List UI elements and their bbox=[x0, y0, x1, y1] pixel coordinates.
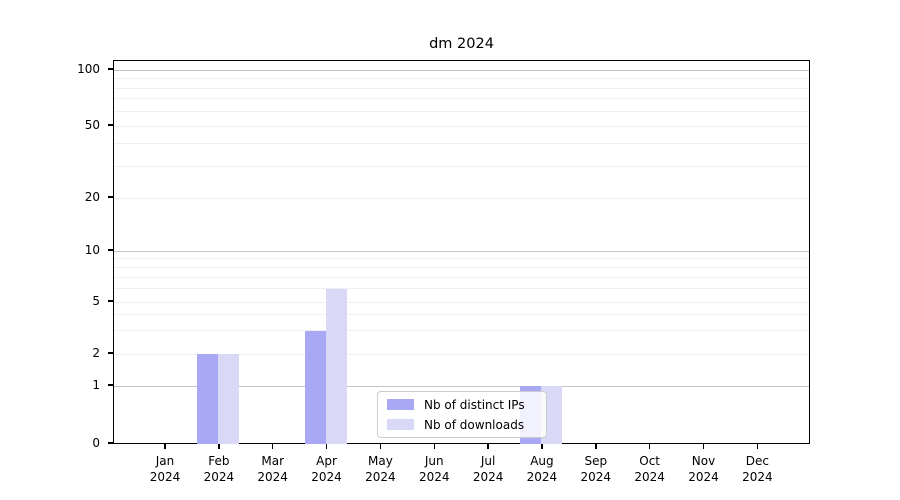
x-tick bbox=[487, 444, 489, 449]
x-tick-month: Jan bbox=[155, 454, 175, 468]
y-minor-gridline bbox=[114, 330, 809, 332]
legend-label-distinct-ips: Nb of distinct IPs bbox=[424, 397, 525, 412]
x-tick-label: Jun 2024 bbox=[402, 453, 466, 485]
x-tick-year: 2024 bbox=[149, 470, 181, 484]
x-tick-label: Jul 2024 bbox=[456, 453, 520, 485]
y-minor-gridline bbox=[114, 314, 809, 316]
x-tick bbox=[164, 444, 166, 449]
x-tick bbox=[648, 444, 651, 449]
y-tick-label: 0 bbox=[92, 436, 100, 450]
legend: Nb of distinct IPs Nb of downloads bbox=[377, 391, 547, 438]
x-tick bbox=[702, 444, 705, 449]
y-tick bbox=[108, 352, 113, 354]
x-tick-month: Nov bbox=[691, 454, 716, 468]
legend-label-downloads: Nb of downloads bbox=[424, 417, 525, 432]
plot-area bbox=[113, 60, 810, 444]
legend-item-distinct-ips: Nb of distinct IPs bbox=[387, 396, 537, 413]
y-minor-gridline bbox=[114, 143, 809, 145]
x-tick bbox=[271, 444, 274, 449]
y-minor-gridline bbox=[114, 165, 809, 167]
y-tick-label: 2 bbox=[92, 346, 100, 360]
x-tick-month: Oct bbox=[639, 454, 661, 468]
x-tick-year: 2024 bbox=[742, 470, 773, 484]
y-tick-label: 20 bbox=[84, 190, 100, 204]
y-minor-gridline bbox=[114, 301, 809, 303]
x-tick-label: Oct 2024 bbox=[618, 453, 682, 485]
y-tick bbox=[108, 442, 113, 444]
x-tick bbox=[218, 444, 220, 449]
x-tick-year: 2024 bbox=[526, 470, 558, 484]
y-tick bbox=[108, 249, 113, 251]
x-tick bbox=[325, 444, 328, 449]
x-tick-label: Apr 2024 bbox=[295, 453, 359, 485]
y-tick bbox=[108, 196, 113, 198]
y-minor-gridline bbox=[114, 98, 809, 100]
y-major-gridline bbox=[114, 385, 809, 387]
x-tick-year: 2024 bbox=[365, 470, 396, 484]
bar-distinct-ips bbox=[305, 330, 327, 444]
y-major-gridline bbox=[114, 69, 809, 71]
y-tick-label: 50 bbox=[84, 118, 100, 132]
y-minor-gridline bbox=[114, 78, 809, 79]
x-tick-year: 2024 bbox=[634, 470, 665, 484]
x-tick bbox=[541, 444, 543, 449]
x-tick-year: 2024 bbox=[472, 470, 504, 484]
x-tick-label: Dec 2024 bbox=[725, 453, 789, 485]
chart-title: dm 2024 bbox=[429, 36, 494, 52]
x-tick bbox=[756, 444, 759, 449]
x-tick-label: Jan 2024 bbox=[133, 453, 197, 485]
x-tick-year: 2024 bbox=[580, 470, 612, 484]
bar-downloads bbox=[218, 354, 240, 444]
y-tick-label: 10 bbox=[84, 243, 100, 257]
y-minor-gridline bbox=[114, 288, 809, 290]
y-major-gridline bbox=[114, 250, 809, 252]
legend-swatch-downloads bbox=[387, 419, 414, 430]
x-tick-year: 2024 bbox=[688, 470, 719, 484]
y-tick bbox=[108, 124, 113, 126]
x-tick-month: Aug bbox=[530, 454, 554, 468]
x-tick-month: Jul bbox=[480, 454, 496, 468]
y-tick bbox=[108, 300, 113, 302]
bar-downloads bbox=[326, 288, 348, 444]
bar-distinct-ips bbox=[197, 354, 219, 444]
y-tick bbox=[108, 384, 113, 386]
x-tick-month: Dec bbox=[745, 454, 769, 468]
y-minor-gridline bbox=[114, 87, 809, 89]
y-minor-gridline bbox=[114, 258, 809, 260]
y-minor-gridline bbox=[114, 353, 809, 355]
x-tick-label: Feb 2024 bbox=[187, 453, 251, 485]
x-tick-label: Sep 2024 bbox=[564, 453, 628, 485]
x-tick bbox=[595, 444, 597, 449]
y-minor-gridline bbox=[114, 266, 809, 268]
x-tick-month: Mar bbox=[261, 454, 284, 468]
y-minor-gridline bbox=[114, 110, 809, 112]
x-tick-month: Sep bbox=[584, 454, 608, 468]
y-tick-label: 100 bbox=[77, 62, 100, 76]
x-tick bbox=[379, 444, 382, 449]
y-minor-gridline bbox=[114, 125, 809, 127]
x-tick-year: 2024 bbox=[311, 470, 342, 484]
legend-swatch-distinct-ips bbox=[387, 399, 414, 410]
x-tick-year: 2024 bbox=[418, 470, 450, 484]
x-tick-month: Apr bbox=[316, 454, 337, 468]
y-tick bbox=[108, 68, 113, 70]
x-tick-year: 2024 bbox=[203, 470, 235, 484]
x-tick-month: Jun bbox=[424, 454, 444, 468]
legend-item-downloads: Nb of downloads bbox=[387, 416, 537, 433]
x-tick-label: Mar 2024 bbox=[241, 453, 305, 485]
y-tick-label: 5 bbox=[92, 294, 100, 308]
y-tick-label: 1 bbox=[92, 378, 100, 392]
x-tick-year: 2024 bbox=[257, 470, 288, 484]
y-minor-gridline bbox=[114, 276, 809, 278]
y-minor-gridline bbox=[114, 197, 809, 199]
x-tick-label: Aug 2024 bbox=[510, 453, 574, 485]
x-tick-month: May bbox=[367, 454, 393, 468]
x-tick bbox=[433, 444, 435, 449]
x-tick-month: Feb bbox=[208, 454, 230, 468]
x-tick-label: May 2024 bbox=[348, 453, 412, 485]
x-tick-label: Nov 2024 bbox=[672, 453, 736, 485]
